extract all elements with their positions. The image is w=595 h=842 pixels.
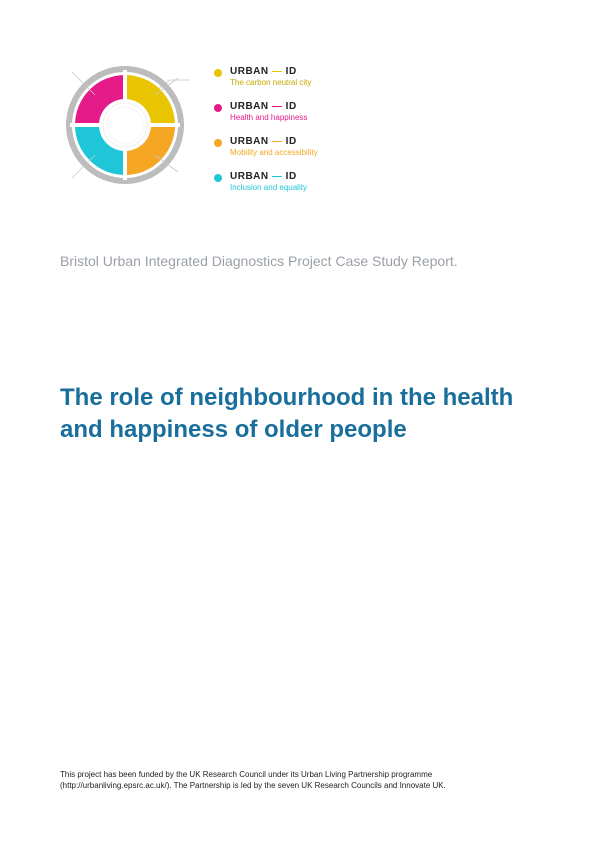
legend-item-health: URBAN — ID Health and happiness [214,101,318,122]
legend-item-mobility: URBAN — ID Mobility and accessibility [214,136,318,157]
pie-diagram [60,60,190,190]
legend-text: URBAN — ID The carbon neutral city [230,66,311,87]
legend: URBAN — ID The carbon neutral city URBAN… [214,60,318,192]
legend-dot-icon [214,69,222,77]
legend-dot-icon [214,104,222,112]
brand-line: URBAN — ID [230,101,307,112]
legend-item-inclusion: URBAN — ID Inclusion and equality [214,171,318,192]
legend-text: URBAN — ID Inclusion and equality [230,171,307,192]
report-title: The role of neighbourhood in the health … [60,382,520,447]
legend-sub: Health and happiness [230,113,307,122]
legend-sub: Mobility and accessibility [230,148,318,157]
legend-sub: The carbon neutral city [230,78,311,87]
brand-line: URBAN — ID [230,171,307,182]
legend-text: URBAN — ID Mobility and accessibility [230,136,318,157]
legend-text: URBAN — ID Health and happiness [230,101,307,122]
logo-block: URBAN — ID The carbon neutral city URBAN… [60,60,535,192]
legend-item-carbon: URBAN — ID The carbon neutral city [214,66,318,87]
funding-footer: This project has been funded by the UK R… [60,770,535,792]
legend-dot-icon [214,174,222,182]
brand-line: URBAN — ID [230,136,318,147]
legend-dot-icon [214,139,222,147]
legend-sub: Inclusion and equality [230,183,307,192]
report-subtitle: Bristol Urban Integrated Diagnostics Pro… [60,252,480,272]
brand-line: URBAN — ID [230,66,311,77]
